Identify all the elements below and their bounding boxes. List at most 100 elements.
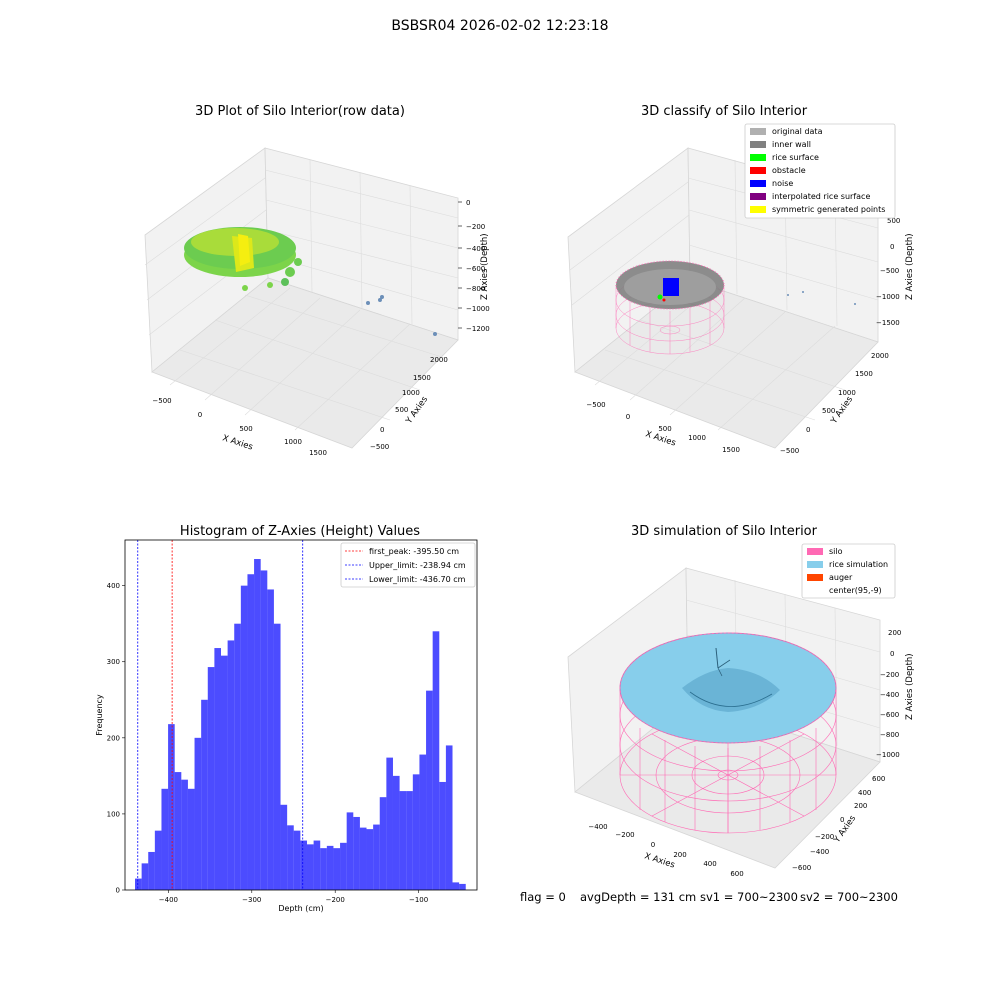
sim-y-tick: 600 — [872, 775, 885, 783]
histogram-bar — [439, 781, 446, 890]
figure-title: BSBSR04 2026-02-02 12:23:18 — [391, 18, 609, 34]
histogram-bar — [187, 788, 195, 890]
histogram-bar — [181, 779, 188, 890]
histogram-bar — [452, 882, 460, 890]
histogram-bar — [353, 816, 360, 890]
legend-swatch — [750, 180, 766, 187]
histogram-bar — [135, 878, 142, 890]
histogram-bar — [287, 825, 294, 890]
histogram-bar — [432, 631, 440, 890]
histogram-x-tick-label: −400 — [159, 896, 178, 904]
classify-z-label: Z Axies (Depth) — [905, 233, 915, 300]
legend-label: first_peak: -395.50 cm — [369, 547, 459, 556]
histogram-bar — [379, 797, 387, 890]
histogram-bar — [320, 848, 327, 890]
histogram-bar — [194, 737, 202, 890]
histogram-bar — [459, 883, 466, 890]
histogram-bar — [392, 775, 400, 890]
classify-z-tick: −1500 — [876, 319, 900, 327]
raw-x-tick: −500 — [152, 397, 171, 405]
sim-y-tick: −600 — [792, 864, 811, 872]
histogram-bar — [141, 863, 149, 890]
histogram-bar — [148, 851, 155, 890]
raw-plot-title: 3D Plot of Silo Interior(row data) — [195, 104, 405, 119]
sim-x-tick: 200 — [673, 851, 686, 859]
histogram-bar — [373, 824, 380, 890]
raw-y-tick: 2000 — [430, 356, 448, 364]
raw-x-tick: 1500 — [309, 449, 327, 457]
histogram-bar — [340, 842, 347, 890]
sim-y-tick: −400 — [810, 848, 829, 856]
histogram-x-tick-label: −300 — [242, 896, 261, 904]
histogram-y-tick-label: 200 — [107, 734, 120, 742]
classify-legend — [744, 123, 896, 219]
raw-z-tick: −200 — [466, 223, 485, 231]
sim-z-tick: −800 — [880, 731, 899, 739]
sim-z-tick: −400 — [880, 691, 899, 699]
sim-z-tick: −200 — [880, 671, 899, 679]
raw-z-tick: −800 — [466, 285, 485, 293]
sim-z-tick: −600 — [880, 711, 899, 719]
histogram-x-label: Depth (cm) — [278, 904, 323, 913]
classify-y-tick: −500 — [780, 447, 799, 455]
classify-z-tick: 0 — [890, 243, 894, 251]
legend-label: auger — [829, 573, 853, 582]
histogram-bar — [234, 623, 241, 890]
avg-depth-status: avgDepth = 131 cm — [580, 890, 697, 904]
sim-y-tick: −200 — [815, 833, 834, 841]
histogram-bar — [426, 690, 433, 890]
sim-x-tick: −200 — [615, 831, 634, 839]
histogram-bar — [254, 559, 261, 890]
histogram-bar — [359, 827, 367, 890]
legend-label: symmetric generated points — [772, 205, 885, 214]
legend-swatch — [750, 141, 766, 148]
histogram-bar — [168, 724, 175, 890]
classify-y-tick: 500 — [822, 407, 835, 415]
raw-z-tick: −400 — [466, 245, 485, 253]
simulation-plot-title: 3D simulation of Silo Interior — [631, 524, 817, 539]
legend-swatch — [807, 561, 823, 568]
histogram-x-tick-label: −200 — [326, 896, 345, 904]
histogram-bar — [419, 754, 427, 890]
legend-label: original data — [772, 127, 823, 136]
classify-y-tick: 1000 — [838, 389, 856, 397]
histogram-x-tick-label: −100 — [409, 896, 428, 904]
histogram-y-tick-label: 100 — [107, 810, 120, 818]
histogram-bar — [406, 791, 413, 890]
legend-swatch — [807, 548, 823, 555]
classify-y-tick: 2000 — [871, 352, 889, 360]
raw-z-tick: −1200 — [466, 325, 490, 333]
raw-z-tick: 0 — [466, 199, 470, 207]
raw-y-tick: 500 — [395, 406, 408, 414]
legend-label: inner wall — [772, 140, 811, 149]
histogram-frame — [124, 539, 478, 891]
sim-x-tick: −400 — [588, 823, 607, 831]
histogram-bar — [267, 589, 274, 890]
classify-x-tick: 0 — [626, 413, 630, 421]
histogram-y-tick-label: 0 — [116, 887, 120, 895]
sim-y-tick: 0 — [840, 816, 844, 824]
legend-label: center(95,-9) — [829, 586, 882, 595]
classify-z-tick: −500 — [880, 267, 899, 275]
histogram-bar — [220, 655, 228, 890]
raw-y-tick: −500 — [370, 443, 389, 451]
sim-x-tick: 600 — [730, 870, 743, 878]
classify-x-tick: 500 — [658, 425, 671, 433]
histogram-bar — [293, 830, 301, 890]
legend-label: Upper_limit: -238.94 cm — [369, 561, 466, 570]
histogram-y-tick-label: 400 — [107, 582, 120, 590]
histogram-bar — [326, 845, 334, 890]
sim-x-tick: 400 — [703, 860, 716, 868]
sim-y-tick: 200 — [854, 802, 867, 810]
histogram-bar — [346, 812, 354, 890]
histogram-bar — [247, 574, 255, 890]
classify-z-tick: −1000 — [876, 293, 900, 301]
histogram-bar — [260, 570, 268, 890]
raw-y-tick: 0 — [380, 426, 384, 434]
histogram-bar — [313, 840, 321, 890]
histogram-bar — [386, 757, 393, 890]
legend-label: obstacle — [772, 166, 806, 175]
raw-x-tick: 1000 — [284, 438, 302, 446]
